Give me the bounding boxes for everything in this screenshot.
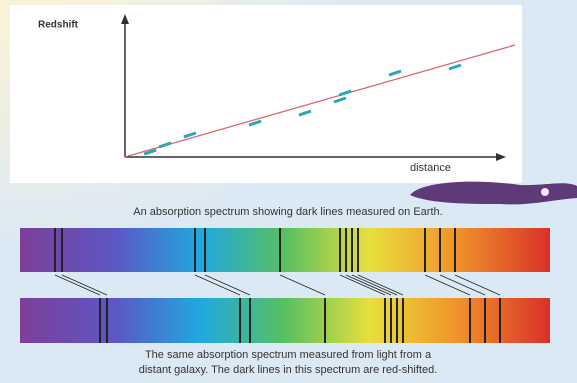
caption: The same absorption spectrum measured fr… <box>145 349 432 361</box>
caption: distant galaxy. The dark lines in this s… <box>139 364 438 376</box>
shift-arrow <box>357 274 404 296</box>
caption: An absorption spectrum showing dark line… <box>133 206 442 218</box>
shift-arrow <box>345 274 392 296</box>
data-point <box>158 141 172 149</box>
shift-arrow <box>54 274 101 296</box>
spectrum-galaxy <box>20 298 550 343</box>
shift-arrow <box>439 274 486 296</box>
data-point <box>333 96 347 104</box>
shift-arrow <box>279 274 326 296</box>
data-point <box>248 119 262 127</box>
x-arrow <box>496 153 506 161</box>
chart: Redshift distance <box>38 14 516 174</box>
shift-arrow <box>194 274 241 296</box>
data-point <box>338 89 352 97</box>
spectrum-earth <box>20 228 550 272</box>
data-point <box>183 131 197 139</box>
data-point <box>298 109 312 117</box>
shift-arrow <box>351 274 398 296</box>
trend-line <box>124 44 516 158</box>
shift-arrow <box>61 274 108 296</box>
data-point <box>388 69 402 77</box>
shift-arrow <box>424 274 471 296</box>
y-arrow <box>121 14 129 24</box>
data-point <box>143 148 157 156</box>
galaxy <box>410 181 577 205</box>
x-axis-label: distance <box>410 162 451 174</box>
y-axis-label: Redshift <box>38 20 79 31</box>
shift-arrow <box>454 274 501 296</box>
chart-panel <box>10 5 522 183</box>
shift-arrow <box>204 274 251 296</box>
galaxy-core <box>541 188 549 196</box>
data-point <box>448 63 462 71</box>
shift-arrow <box>339 274 386 296</box>
